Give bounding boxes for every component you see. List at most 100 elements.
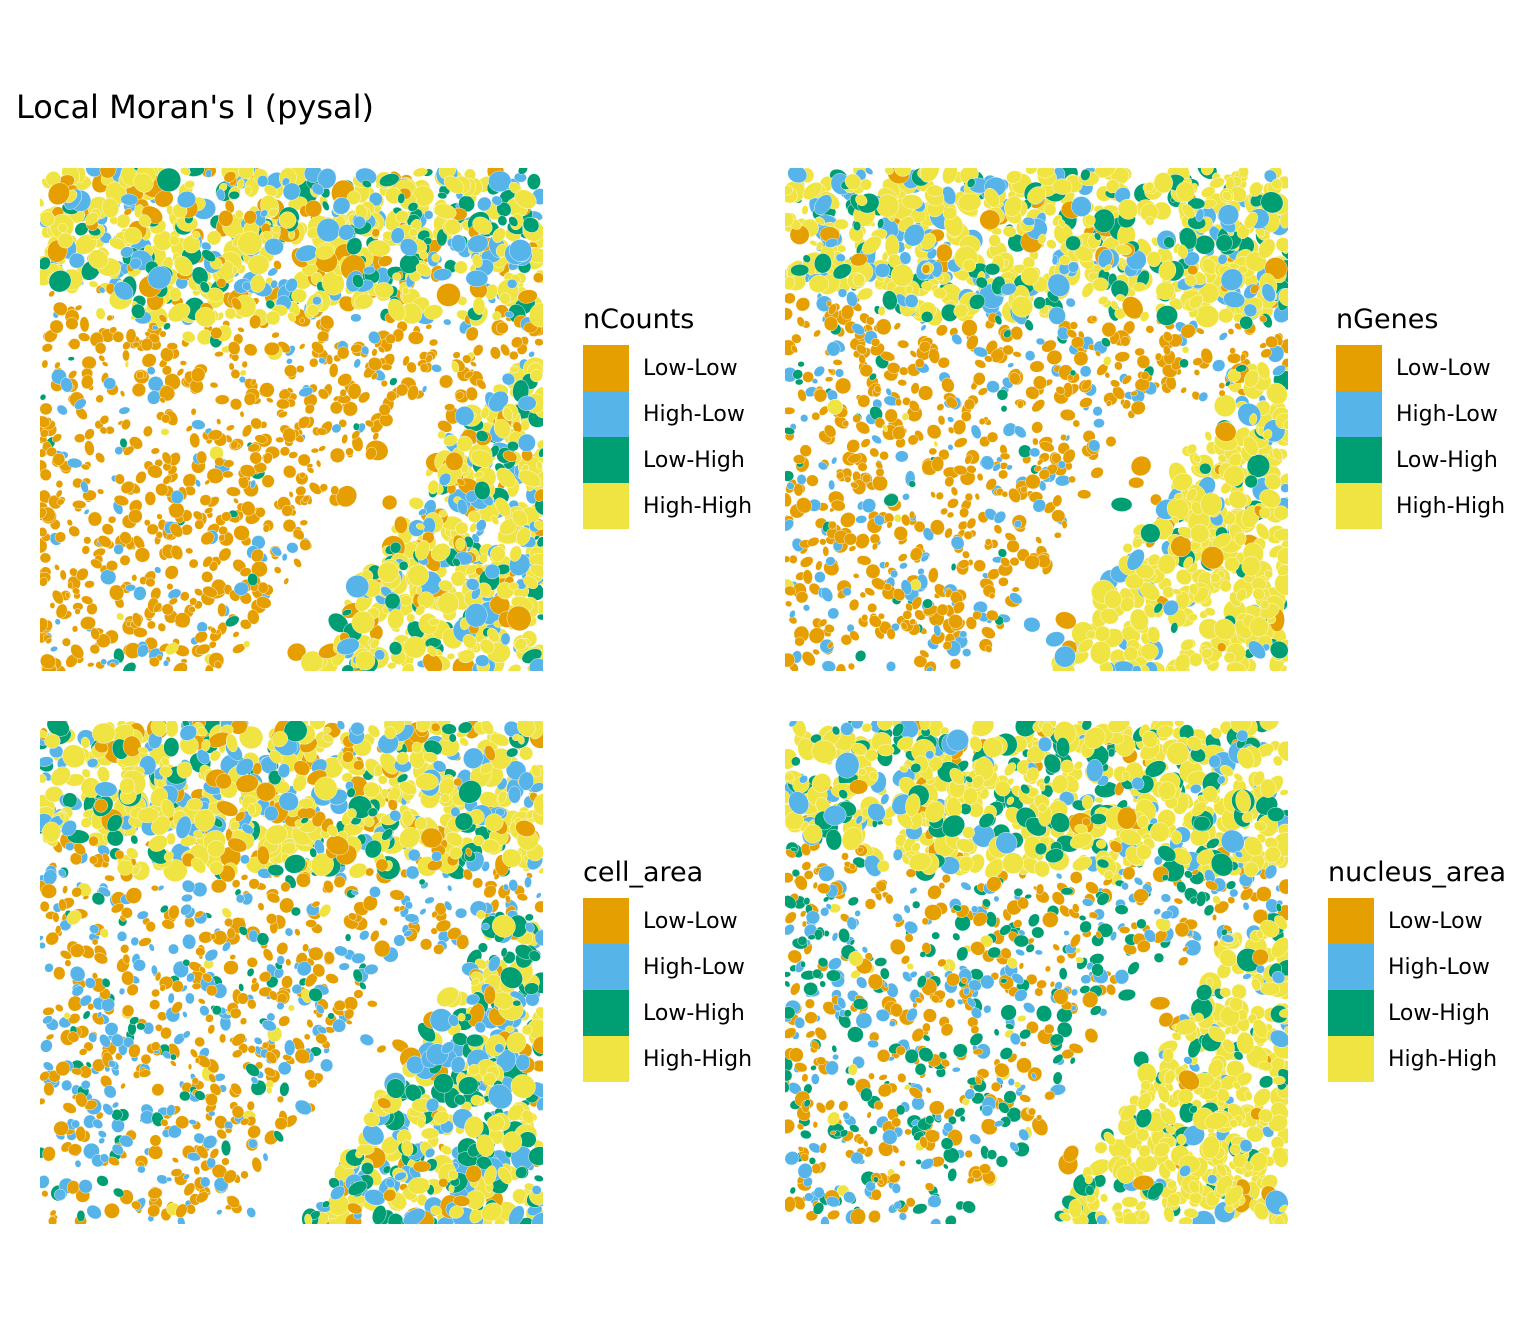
- cell-high-high: [1010, 296, 1034, 318]
- cell-low-high: [1179, 227, 1198, 250]
- cell-high-low: [826, 341, 841, 357]
- cell-high-high: [953, 303, 969, 318]
- cell-low-low: [193, 1165, 201, 1176]
- cell-low-low: [1066, 329, 1078, 339]
- cell-low-low: [91, 1012, 105, 1026]
- cell-high-low: [294, 1099, 312, 1116]
- cell-low-low: [953, 465, 968, 476]
- cell-high-high: [450, 570, 467, 587]
- cell-low-low: [231, 879, 241, 889]
- cell-high-low: [80, 480, 89, 494]
- cell-high-high: [1022, 256, 1036, 269]
- cell-low-low: [506, 605, 532, 632]
- cell-high-high: [894, 168, 912, 177]
- cell-low-low: [875, 467, 885, 477]
- cell-low-low: [121, 418, 131, 431]
- cell-high-low: [438, 472, 452, 486]
- cell-low-low: [90, 558, 103, 569]
- cell-low-low: [947, 426, 955, 434]
- cell-high-low: [475, 519, 487, 532]
- cell-high-high: [1275, 412, 1288, 430]
- cell-high-low: [100, 658, 108, 666]
- cell-low-low: [218, 210, 234, 227]
- cell-low-high: [922, 598, 933, 609]
- cell-high-low: [842, 587, 852, 597]
- cell-low-low: [1090, 315, 1098, 323]
- cell-low-high: [968, 293, 986, 310]
- cell-low-high: [797, 361, 805, 368]
- cell-low-low: [1009, 557, 1020, 567]
- cell-low-high: [1000, 405, 1008, 413]
- cell-low-low: [852, 573, 860, 579]
- cell-low-low: [54, 361, 61, 369]
- cell-high-high: [401, 662, 415, 671]
- cell-high-low: [1144, 661, 1158, 671]
- cell-low-low: [161, 451, 172, 465]
- cell-low-low: [285, 958, 292, 967]
- legend-item: Low-High: [583, 437, 752, 483]
- cell-low-low: [240, 1170, 249, 1180]
- cell-low-low: [233, 497, 239, 504]
- cell-high-high: [44, 786, 64, 803]
- cell-low-low: [145, 577, 156, 588]
- legend-title: nCounts: [583, 304, 695, 335]
- cell-high-high: [1218, 308, 1234, 324]
- cell-high-high: [168, 287, 182, 302]
- cell-high-low: [61, 1079, 73, 1091]
- cell-high-high: [920, 168, 940, 183]
- cell-high-high: [1258, 238, 1276, 259]
- cell-low-low: [222, 470, 234, 479]
- cell-low-low: [918, 385, 934, 401]
- cell-low-low: [231, 1033, 246, 1047]
- cell-low-low: [241, 360, 248, 368]
- cell-low-low: [472, 877, 484, 889]
- cell-low-high: [346, 237, 363, 256]
- legend-item: High-High: [1336, 483, 1505, 529]
- cell-low-low: [855, 421, 871, 435]
- cell-low-low: [159, 330, 167, 338]
- cell-low-high: [538, 447, 543, 458]
- cell-low-low: [1114, 361, 1123, 371]
- cell-high-high: [852, 273, 865, 287]
- cell-high-high: [909, 579, 922, 591]
- cell-low-low: [150, 447, 160, 455]
- cell-high-high: [403, 636, 427, 659]
- cell-low-low: [151, 1083, 165, 1097]
- cell-low-low: [97, 535, 112, 548]
- cell-low-low: [1001, 490, 1009, 498]
- cell-low-low: [69, 852, 83, 866]
- cell-high-high: [991, 227, 1003, 236]
- cell-low-low: [232, 631, 240, 638]
- cell-low-low: [430, 927, 438, 935]
- cell-high-high: [1090, 640, 1112, 665]
- cell-low-low: [926, 424, 942, 440]
- cell-low-low: [428, 338, 439, 347]
- cell-low-low: [840, 512, 856, 528]
- cell-low-low: [1010, 326, 1024, 341]
- cell-high-high: [1255, 523, 1270, 540]
- cell-low-low: [200, 531, 215, 546]
- cell-low-low: [883, 512, 895, 523]
- legend-item: High-Low: [1336, 391, 1505, 437]
- cell-low-low: [158, 314, 168, 323]
- cell-high-low: [431, 364, 442, 373]
- cell-low-low: [40, 429, 49, 438]
- cell-low-low: [262, 524, 270, 533]
- cell-high-low: [151, 325, 159, 331]
- cell-low-low: [463, 370, 474, 379]
- cell-high-high: [427, 479, 439, 495]
- cell-high-low: [1218, 204, 1239, 226]
- cell-high-high: [1193, 454, 1201, 464]
- cell-low-low: [1280, 338, 1288, 354]
- cell-low-low: [785, 307, 793, 321]
- cell-high-high: [1087, 271, 1099, 281]
- cell-low-low: [81, 374, 94, 390]
- cell-low-low: [54, 564, 60, 571]
- cell-low-high: [388, 641, 403, 656]
- cell-low-high: [40, 393, 47, 401]
- cell-high-high: [1252, 587, 1266, 601]
- cell-high-low: [432, 268, 452, 281]
- cell-high-high: [878, 306, 886, 317]
- cell-low-low: [495, 321, 509, 335]
- cell-low-low: [49, 602, 56, 609]
